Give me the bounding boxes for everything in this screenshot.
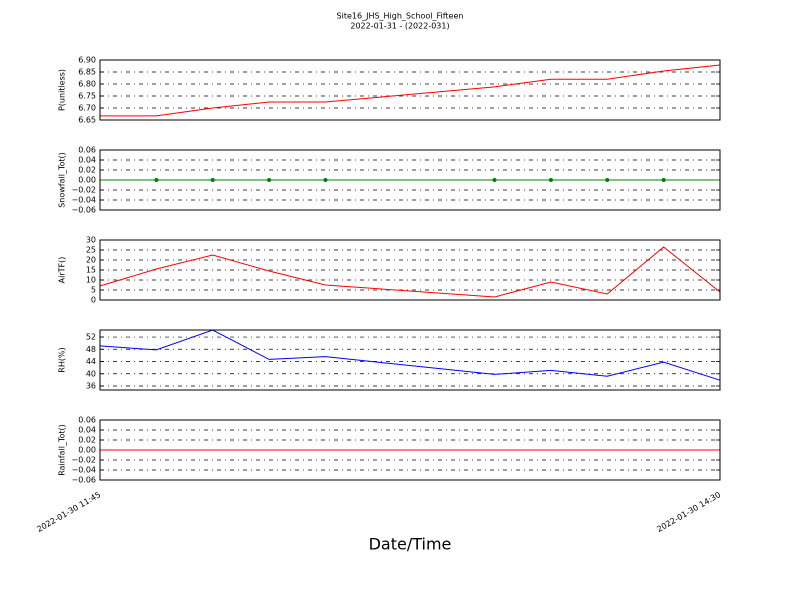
y-tick-label: 0.02	[78, 436, 96, 445]
y-tick-label: 40	[86, 369, 96, 378]
y-tick-label: 6.90	[78, 56, 96, 65]
data-point	[661, 178, 666, 182]
data-point	[323, 178, 328, 182]
y-tick-label: 15	[86, 266, 96, 275]
y-tick-label: −0.06	[71, 476, 96, 485]
y-tick-label: 6.75	[78, 92, 96, 101]
y-tick-label: 6.70	[78, 104, 96, 113]
data-point	[154, 178, 159, 182]
y-tick-label: 0.06	[78, 416, 96, 425]
y-tick-label: 0.00	[78, 446, 96, 455]
chart-title: Site16_JHS_High_School_Fifteen	[337, 12, 464, 21]
y-axis-label: Rainfall_Tot()	[58, 424, 67, 476]
y-tick-label: 5	[91, 286, 96, 295]
data-point	[267, 178, 272, 182]
y-tick-label: 25	[86, 246, 96, 255]
y-tick-label: 0.02	[78, 166, 96, 175]
y-tick-label: 0.04	[78, 156, 96, 165]
y-tick-label: 6.80	[78, 80, 96, 89]
y-axis-label: P(unitless)	[58, 69, 67, 111]
data-line	[100, 64, 721, 117]
y-tick-label: −0.06	[71, 206, 96, 215]
y-axis-label: Snowfall_Tot()	[58, 152, 67, 208]
y-tick-label: −0.02	[71, 456, 96, 465]
y-tick-label: 0	[91, 296, 96, 305]
data-point	[605, 178, 610, 182]
y-tick-label: 0.00	[78, 176, 96, 185]
y-tick-label: 6.65	[78, 116, 96, 125]
plot-frame	[99, 149, 721, 211]
y-tick-label: −0.04	[71, 466, 96, 475]
plot-frame	[99, 419, 721, 481]
x-tick-label: 2022-01-30 14:30	[655, 490, 722, 534]
data-line	[99, 329, 721, 381]
x-tick-label: 2022-01-30 11:45	[35, 490, 102, 534]
chart-subtitle: 2022-01-31 - (2022-031)	[350, 22, 449, 31]
y-axis-label: RH(%)	[58, 347, 67, 372]
data-line	[99, 246, 721, 298]
y-tick-label: 0.06	[78, 146, 96, 155]
y-tick-label: −0.04	[71, 196, 96, 205]
y-tick-label: 10	[86, 276, 96, 285]
y-tick-label: 44	[86, 357, 96, 366]
plot-frame	[99, 59, 721, 121]
data-point	[492, 178, 497, 182]
y-tick-label: 36	[86, 382, 96, 391]
data-point	[548, 178, 553, 182]
y-tick-label: 48	[86, 345, 96, 354]
y-tick-label: 20	[86, 256, 96, 265]
y-axis-label: AirTF()	[58, 257, 67, 284]
plot-frame	[99, 329, 721, 391]
x-axis-label: Date/Time	[369, 535, 452, 554]
y-tick-label: 0.04	[78, 426, 96, 435]
y-tick-label: −0.02	[71, 186, 96, 195]
y-tick-label: 6.85	[78, 68, 96, 77]
plot-frame	[99, 239, 721, 301]
y-tick-label: 30	[86, 236, 96, 245]
y-tick-label: 52	[86, 333, 96, 342]
data-point	[210, 178, 215, 182]
